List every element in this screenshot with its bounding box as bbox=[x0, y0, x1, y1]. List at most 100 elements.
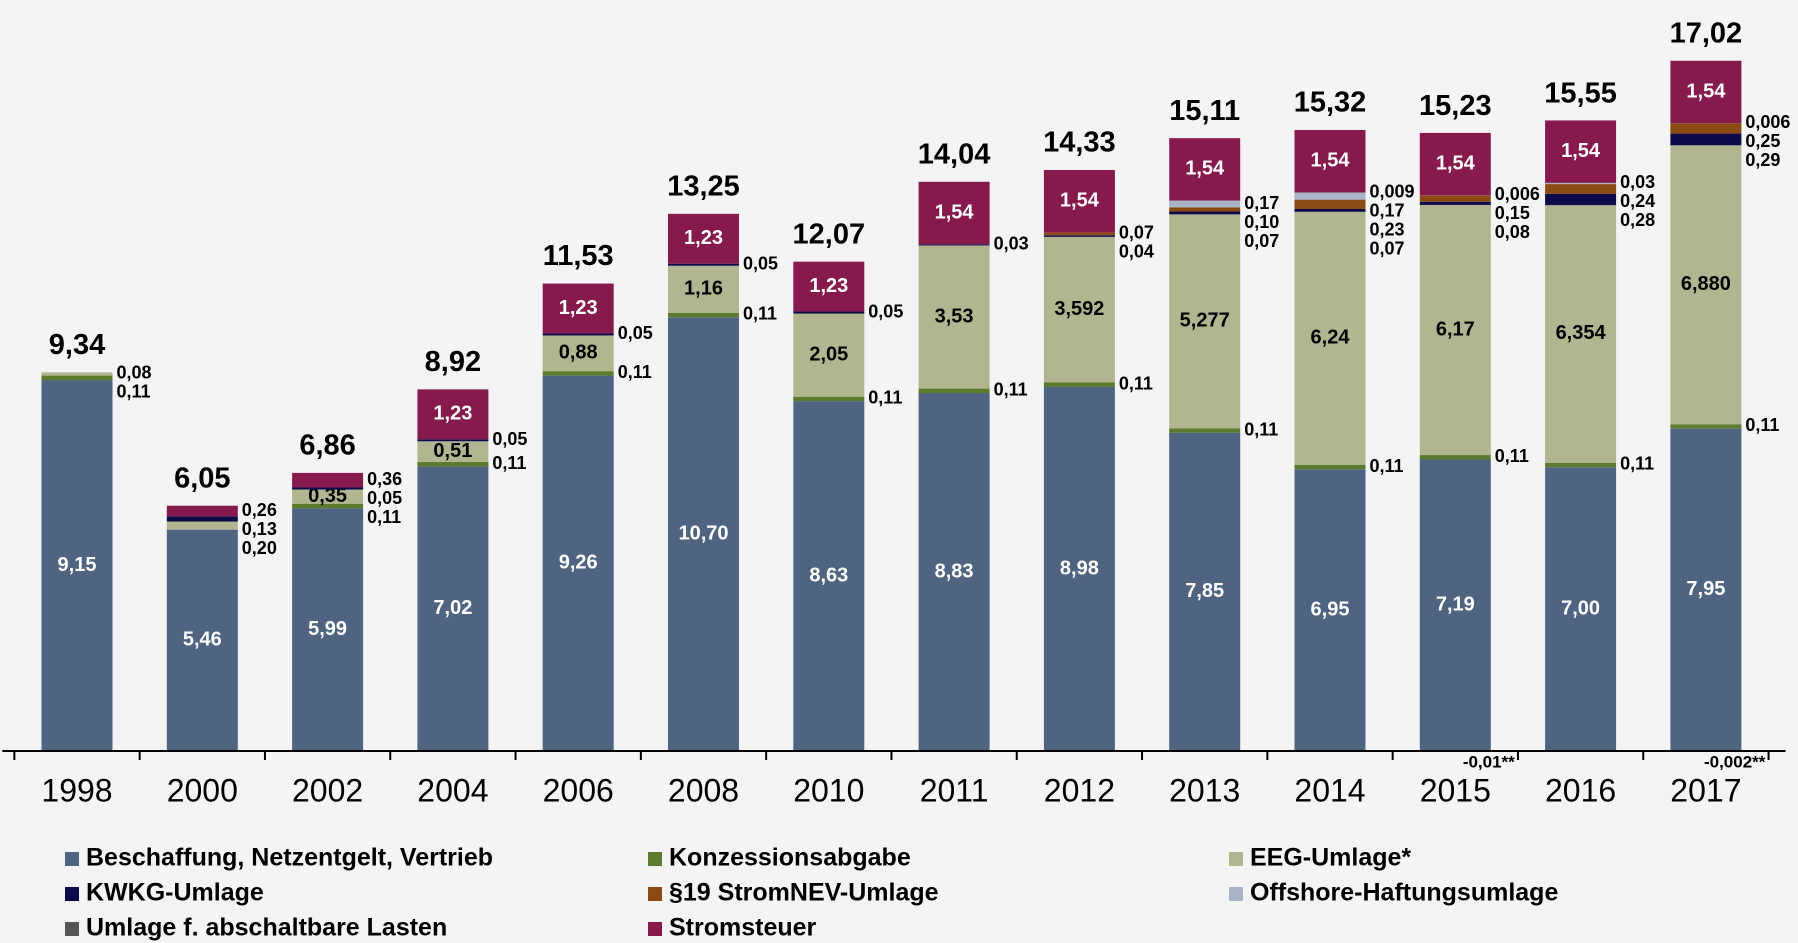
side-label: 0,07 bbox=[1244, 231, 1279, 251]
bar-segment bbox=[1294, 464, 1366, 470]
x-tick-label: 1998 bbox=[41, 772, 112, 808]
x-tick-label: 2000 bbox=[167, 772, 238, 808]
total-label: 8,92 bbox=[425, 346, 481, 378]
side-label: 0,05 bbox=[618, 323, 653, 343]
total-label: 15,11 bbox=[1169, 95, 1240, 127]
segment-label: 7,85 bbox=[1185, 580, 1224, 602]
bar-segment bbox=[1043, 169, 1115, 233]
side-label: 0,11 bbox=[868, 388, 902, 408]
side-label: 0,11 bbox=[743, 304, 777, 324]
x-tick-label: 2013 bbox=[1169, 772, 1240, 808]
segment-label: 8,98 bbox=[1060, 557, 1099, 579]
side-label: 0,006 bbox=[1495, 184, 1540, 204]
bar-segment bbox=[542, 371, 614, 376]
bar-segment bbox=[1545, 467, 1617, 751]
segment-label: 10,70 bbox=[678, 522, 728, 544]
legend-swatch bbox=[65, 887, 79, 901]
bar-segment bbox=[542, 335, 614, 372]
bar-segment bbox=[542, 283, 614, 334]
bar-segment bbox=[1419, 459, 1491, 751]
legend-label: §19 StromNEV-Umlage bbox=[669, 879, 939, 907]
bar-segment bbox=[1169, 428, 1241, 433]
side-label: 0,24 bbox=[1620, 191, 1655, 211]
bar-segment bbox=[668, 265, 739, 313]
side-label: 0,04 bbox=[1119, 242, 1154, 262]
legend-label: Beschaffung, Netzentgelt, Vertrieb bbox=[86, 844, 493, 872]
bar-segment bbox=[1670, 133, 1742, 146]
segment-label: 1,54 bbox=[1436, 152, 1476, 174]
total-label: 9,34 bbox=[49, 329, 105, 361]
side-label: 0,03 bbox=[1620, 172, 1655, 192]
segment-label: 1,23 bbox=[809, 275, 848, 297]
side-label: 0,15 bbox=[1495, 203, 1530, 223]
segment-label: 0,88 bbox=[559, 342, 598, 364]
bar-segment bbox=[668, 263, 739, 266]
bar-segment bbox=[918, 245, 990, 389]
bar-segment bbox=[793, 313, 865, 397]
x-tick-label: 2011 bbox=[920, 772, 989, 808]
bar-segment bbox=[166, 505, 238, 517]
negative-label: -0,01** bbox=[1463, 752, 1515, 771]
side-label: 0,11 bbox=[1745, 415, 1779, 435]
bar-segment bbox=[1043, 236, 1115, 383]
x-tick-label: 2008 bbox=[668, 772, 739, 808]
bar-segment bbox=[918, 181, 990, 245]
side-label: 0,009 bbox=[1370, 181, 1415, 201]
bar-segment bbox=[1545, 205, 1617, 463]
bar-segment bbox=[41, 375, 113, 381]
bar-segment bbox=[668, 312, 739, 318]
segment-label: 6,24 bbox=[1311, 327, 1351, 349]
bar-segment bbox=[542, 333, 614, 336]
legend-swatch bbox=[648, 922, 662, 936]
bar-segment bbox=[1294, 199, 1366, 209]
legend-label: EEG-Umlage* bbox=[1250, 844, 1411, 872]
total-label: 14,33 bbox=[1043, 127, 1116, 159]
bar-segment bbox=[1670, 60, 1742, 124]
bar-segment bbox=[1294, 129, 1366, 193]
legend-swatch bbox=[648, 887, 662, 901]
bar-segment bbox=[417, 466, 489, 751]
segment-label: 8,83 bbox=[935, 560, 974, 582]
segment-label: 6,95 bbox=[1311, 598, 1350, 620]
side-label: 0,05 bbox=[367, 488, 402, 508]
bar-segment bbox=[417, 441, 489, 462]
bar-segment bbox=[1545, 193, 1617, 206]
side-label: 0,05 bbox=[868, 301, 903, 321]
total-label: 6,05 bbox=[174, 462, 230, 494]
segment-label: 9,15 bbox=[58, 554, 97, 576]
legend-swatch bbox=[648, 852, 662, 866]
bar-segment bbox=[1419, 132, 1491, 196]
x-tick-label: 2004 bbox=[417, 772, 488, 808]
bar-segment bbox=[1670, 428, 1742, 751]
bar-segment bbox=[292, 503, 364, 509]
segment-label: 1,23 bbox=[684, 227, 723, 249]
segment-label: 7,02 bbox=[433, 597, 472, 619]
segment-label: 1,54 bbox=[1185, 158, 1225, 180]
bar-segment bbox=[1043, 382, 1115, 387]
bar-segment bbox=[1419, 204, 1491, 456]
segment-label: 5,277 bbox=[1180, 310, 1230, 332]
bar-segment bbox=[668, 213, 739, 264]
bar-segment bbox=[1294, 211, 1366, 465]
segment-label: 1,54 bbox=[1311, 149, 1351, 171]
x-tick-label: 2015 bbox=[1420, 772, 1491, 808]
bar-segment bbox=[1043, 232, 1115, 236]
segment-label: 7,19 bbox=[1436, 594, 1475, 616]
bar-segment bbox=[166, 516, 238, 522]
x-tick-label: 2006 bbox=[543, 772, 614, 808]
segment-label: 6,17 bbox=[1436, 318, 1475, 340]
segment-label: 1,54 bbox=[1561, 140, 1601, 162]
bar-segment bbox=[793, 311, 865, 314]
bar-segment bbox=[1169, 432, 1241, 751]
side-label: 0,11 bbox=[1244, 419, 1278, 439]
total-label: 13,25 bbox=[667, 170, 740, 202]
segment-label: 3,592 bbox=[1054, 298, 1104, 320]
side-label: 0,11 bbox=[1620, 454, 1654, 474]
bar-segment bbox=[1545, 462, 1617, 468]
bar-segment bbox=[542, 375, 614, 751]
total-label: 17,02 bbox=[1670, 18, 1743, 50]
legend-swatch bbox=[1229, 887, 1243, 901]
bar-segment bbox=[1670, 145, 1742, 425]
